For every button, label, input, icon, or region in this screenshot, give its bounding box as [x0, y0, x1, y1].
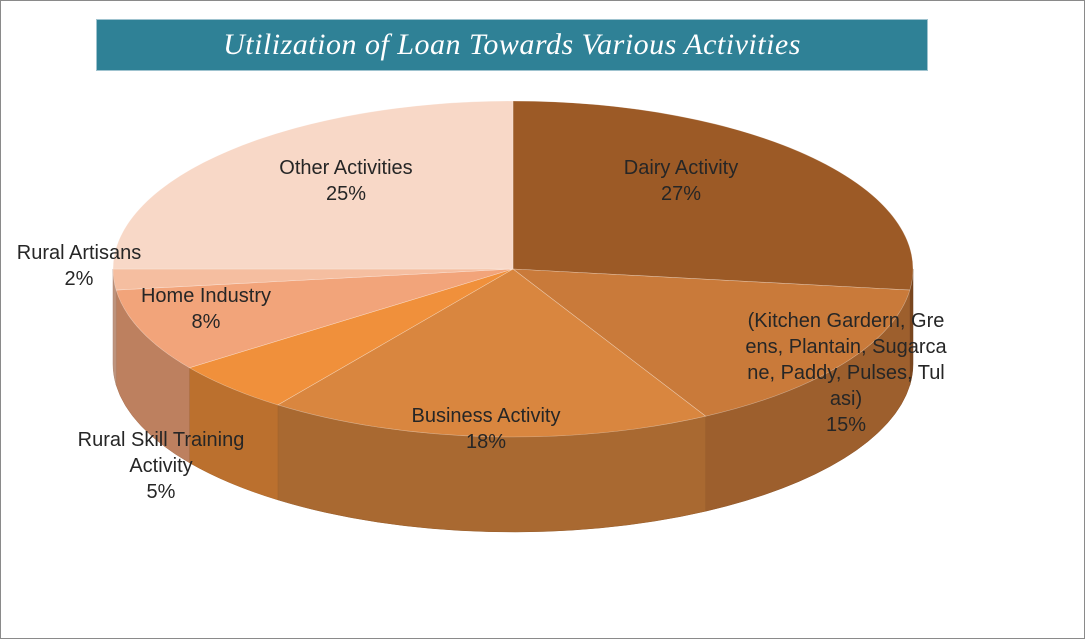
value-label: 5% [146, 481, 176, 503]
slice-label: (Kitchen Gardern, Greens, Plantain, Suga… [744, 308, 949, 438]
value-label: 25% [325, 183, 367, 205]
slice [115, 268, 514, 369]
value-label: 8% [191, 311, 221, 333]
value-label: 15% [825, 414, 867, 436]
slice-label: Home Industry 8% [106, 283, 306, 335]
slice-label: Rural Skill Training Activity 5% [51, 427, 271, 505]
category-label: (Kitchen Gardern, Greens, Plantain, Suga… [745, 310, 947, 410]
slice [188, 268, 514, 406]
category-label: Rural Skill Training Activity [77, 429, 245, 477]
category-label: Dairy Activity [623, 157, 739, 179]
slice [512, 100, 914, 291]
slice-label: Dairy Activity 27% [571, 155, 791, 207]
chart-title: Utilization of Loan Towards Various Acti… [223, 28, 801, 61]
slice [112, 100, 514, 270]
slice-label: Other Activities 25% [236, 155, 456, 207]
slice [112, 268, 514, 291]
slice-label: Rural Artisans 2% [0, 240, 159, 292]
slice [512, 268, 911, 417]
category-label: Business Activity [411, 405, 561, 427]
category-label: Home Industry [140, 285, 272, 307]
slice-label: Business Activity 18% [366, 403, 606, 455]
value-label: 18% [465, 431, 507, 453]
value-label: 27% [660, 183, 702, 205]
title-banner: Utilization of Loan Towards Various Acti… [96, 19, 928, 71]
category-label: Other Activities [279, 157, 413, 179]
value-label: 2% [64, 268, 94, 290]
slice [277, 268, 707, 438]
category-label: Rural Artisans [16, 242, 142, 264]
